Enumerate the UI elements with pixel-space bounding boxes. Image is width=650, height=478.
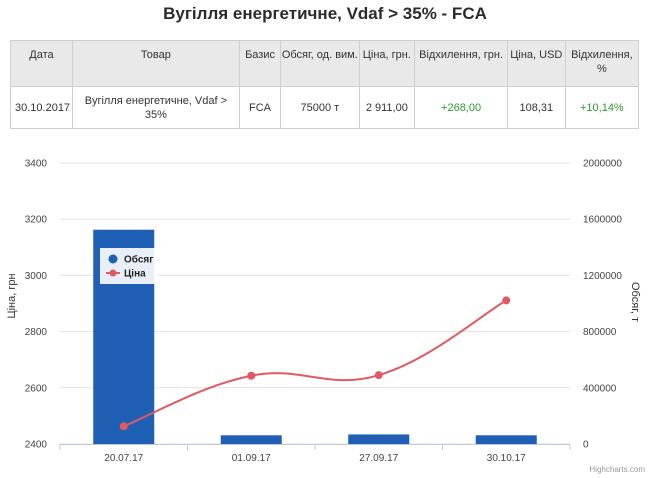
right-y-axis: 0 400000 800000 1200000 1600000 2000000 <box>583 159 622 451</box>
legend-price-label: Ціна <box>124 269 146 280</box>
x-axis: 20.07.17 01.09.17 27.09.17 30.10.17 <box>59 444 571 464</box>
left-y-axis: 2400 2600 2800 3000 3200 3400 <box>25 159 48 451</box>
x-tick-label: 30.10.17 <box>487 453 526 464</box>
price-line-path <box>123 299 507 428</box>
cell-change-pct: +10,14% <box>564 86 640 129</box>
cell-price-usd: 108,31 <box>506 86 566 129</box>
price-point <box>374 371 383 380</box>
left-y-tick-label: 2400 <box>25 440 48 451</box>
right-y-tick-label: 0 <box>583 440 589 451</box>
cell-volume: 75000 т <box>280 86 360 129</box>
col-header-price-uah: Ціна, грн. <box>358 40 416 87</box>
cell-change-uah: +268,00 <box>414 86 508 129</box>
col-header-change-uah: Відхилення, грн. <box>414 40 508 87</box>
table-header-row: Дата Товар Базис Обсяг, од. вим. Ціна, г… <box>10 40 640 87</box>
volume-bar <box>475 435 537 444</box>
right-y-tick-label: 1200000 <box>583 271 622 282</box>
left-axis-title: Ціна, грн <box>6 273 18 318</box>
price-point <box>119 422 128 431</box>
col-header-basis: Базис <box>238 40 282 87</box>
cell-basis: FCA <box>238 86 282 129</box>
volume-bar <box>348 434 410 444</box>
cell-price-uah: 2 911,00 <box>358 86 416 129</box>
right-y-tick-label: 400000 <box>583 383 617 394</box>
cell-product: Вугілля енергетичне, Vdaf > 35% <box>71 86 240 129</box>
table-row: 30.10.2017 Вугілля енергетичне, Vdaf > 3… <box>10 86 640 129</box>
volume-bar <box>220 435 282 444</box>
legend-item-price[interactable]: Ціна <box>106 269 146 280</box>
legend-item-volume[interactable]: Обсяг <box>108 254 154 266</box>
price-line <box>119 296 511 431</box>
col-header-product: Товар <box>71 40 240 87</box>
x-tick-label: 27.09.17 <box>359 453 398 464</box>
col-header-price-usd: Ціна, USD <box>506 40 566 87</box>
legend-volume-label: Обсяг <box>124 254 153 266</box>
right-y-tick-label: 800000 <box>583 327 617 338</box>
left-y-tick-label: 3200 <box>25 215 48 226</box>
col-header-date: Дата <box>10 40 73 87</box>
col-header-volume: Обсяг, од. вим. <box>280 40 360 87</box>
left-y-tick-label: 3400 <box>25 159 48 170</box>
right-y-tick-label: 2000000 <box>583 159 622 170</box>
price-point <box>247 371 256 380</box>
left-y-tick-label: 3000 <box>25 271 48 282</box>
cell-date: 30.10.2017 <box>10 86 73 129</box>
price-table: Дата Товар Базис Обсяг, од. вим. Ціна, г… <box>10 40 640 129</box>
right-y-tick-label: 1600000 <box>583 215 622 226</box>
col-header-change-pct: Відхилення, % <box>564 40 640 87</box>
volume-bars <box>93 229 537 444</box>
chart-legend[interactable]: Обсяг Ціна <box>100 248 158 284</box>
legend-price-marker <box>109 269 117 277</box>
x-tick-label: 20.07.17 <box>104 453 143 464</box>
page-title: Вугілля енергетичне, Vdaf > 35% - FCA <box>163 4 487 23</box>
right-axis-title: Обсяг, т <box>629 282 641 322</box>
legend-volume-marker <box>108 254 118 264</box>
left-y-tick-label: 2800 <box>25 327 48 338</box>
credits-link[interactable]: Highcharts.com <box>589 465 645 474</box>
legend-box <box>100 248 158 284</box>
price-point <box>502 296 511 305</box>
left-y-tick-label: 2600 <box>25 383 48 394</box>
x-tick-label: 01.09.17 <box>232 453 271 464</box>
combo-chart: 20.07.17 01.09.17 27.09.17 30.10.17 2400 260… <box>6 159 645 475</box>
